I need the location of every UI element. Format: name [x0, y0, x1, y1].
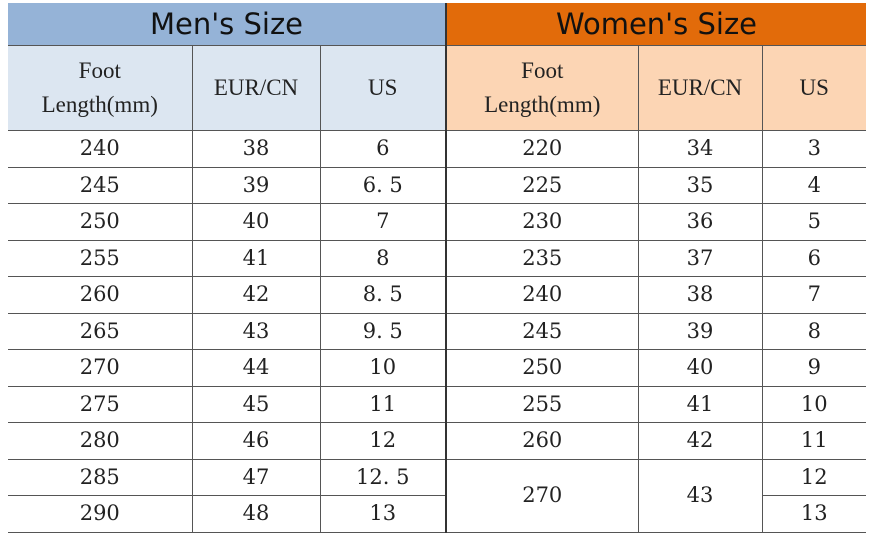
men-us-cell: 8	[319, 239, 447, 277]
table-row: 245 39 6. 5 225 35 4	[8, 166, 866, 204]
women-us-cell: 5	[761, 203, 866, 241]
men-eur-cell: 39	[191, 166, 321, 204]
women-eur-cell: 34	[637, 130, 763, 168]
men-us-cell: 12	[319, 422, 447, 460]
women-foot-length-cell: 270	[445, 458, 639, 533]
men-eur-cell: 38	[191, 130, 321, 168]
women-foot-length-cell: 245	[445, 312, 639, 350]
women-eur-cell: 37	[637, 239, 763, 277]
men-foot-length-cell: 245	[8, 166, 193, 204]
women-us-cell: 12	[761, 458, 866, 496]
men-foot-length-cell: 255	[8, 239, 193, 277]
women-eur-cell: 42	[637, 422, 763, 460]
women-eur-cell: 35	[637, 166, 763, 204]
women-foot-length-cell: 240	[445, 276, 639, 314]
men-foot-length-cell: 265	[8, 312, 193, 350]
header-line: Foot	[78, 58, 121, 83]
table-row: 260 42 8. 5 240 38 7	[8, 276, 866, 314]
men-eur-cell: 44	[191, 349, 321, 387]
table-row: 275 45 11 255 41 10	[8, 385, 866, 423]
header-line: Foot	[521, 58, 564, 83]
men-us-cell: 10	[319, 349, 447, 387]
men-foot-length-header: Foot Length(mm)	[8, 45, 193, 131]
women-us-cell: 6	[761, 239, 866, 277]
women-foot-length-cell: 225	[445, 166, 639, 204]
women-us-cell: 9	[761, 349, 866, 387]
women-us-cell: 8	[761, 312, 866, 350]
men-eur-cell: 40	[191, 203, 321, 241]
men-foot-length-cell: 285	[8, 458, 193, 496]
women-eur-cell: 36	[637, 203, 763, 241]
women-us-cell: 7	[761, 276, 866, 314]
women-eur-cell: 39	[637, 312, 763, 350]
men-us-cell: 12. 5	[319, 458, 447, 496]
table-row: 255 41 8 235 37 6	[8, 239, 866, 277]
women-foot-length-header: Foot Length(mm)	[445, 45, 639, 131]
women-eur-cell: 41	[637, 385, 763, 423]
women-eur-cell: 40	[637, 349, 763, 387]
men-us-cell: 7	[319, 203, 447, 241]
header-line: Length(mm)	[484, 92, 601, 117]
women-foot-length-cell: 220	[445, 130, 639, 168]
table-row: 265 43 9. 5 245 39 8	[8, 312, 866, 350]
women-eur-cell: 43	[637, 458, 763, 533]
men-foot-length-cell: 250	[8, 203, 193, 241]
header-line: Length(mm)	[41, 92, 158, 117]
men-us-cell: 6	[319, 130, 447, 168]
men-foot-length-cell: 270	[8, 349, 193, 387]
women-foot-length-cell: 260	[445, 422, 639, 460]
men-foot-length-cell: 280	[8, 422, 193, 460]
women-foot-length-cell: 235	[445, 239, 639, 277]
women-foot-length-cell: 230	[445, 203, 639, 241]
men-size-title: Men's Size	[8, 3, 447, 46]
women-eur-header: EUR/CN	[637, 45, 763, 131]
men-eur-cell: 41	[191, 239, 321, 277]
men-us-cell: 6. 5	[319, 166, 447, 204]
men-us-cell: 8. 5	[319, 276, 447, 314]
women-foot-length-cell: 255	[445, 385, 639, 423]
size-chart-table: Men's Size Women's Size Foot Length(mm) E…	[8, 3, 866, 533]
table-row: 290 48 13 13	[8, 495, 866, 533]
men-eur-cell: 46	[191, 422, 321, 460]
women-us-header: US	[761, 45, 866, 131]
women-us-cell: 11	[761, 422, 866, 460]
men-eur-cell: 45	[191, 385, 321, 423]
women-us-cell: 3	[761, 130, 866, 168]
table-row: 280 46 12 260 42 11	[8, 422, 866, 460]
men-eur-cell: 43	[191, 312, 321, 350]
table-row: 250 40 7 230 36 5	[8, 203, 866, 241]
table-row: 285 47 12. 5 270 43 12	[8, 458, 866, 533]
men-us-cell: 11	[319, 385, 447, 423]
men-eur-cell: 42	[191, 276, 321, 314]
men-eur-cell: 48	[191, 495, 321, 533]
women-us-cell: 13	[761, 495, 866, 533]
women-us-cell: 4	[761, 166, 866, 204]
men-foot-length-cell: 260	[8, 276, 193, 314]
men-eur-cell: 47	[191, 458, 321, 496]
women-size-title: Women's Size	[445, 3, 866, 46]
men-foot-length-cell: 240	[8, 130, 193, 168]
men-us-header: US	[319, 45, 447, 131]
men-foot-length-cell: 290	[8, 495, 193, 533]
men-us-cell: 9. 5	[319, 312, 447, 350]
men-eur-header: EUR/CN	[191, 45, 321, 131]
women-foot-length-cell: 250	[445, 349, 639, 387]
women-us-cell: 10	[761, 385, 866, 423]
men-foot-length-cell: 275	[8, 385, 193, 423]
men-us-cell: 13	[319, 495, 447, 533]
table-row: 270 44 10 250 40 9	[8, 349, 866, 387]
table-row: 240 38 6 220 34 3	[8, 130, 866, 168]
women-eur-cell: 38	[637, 276, 763, 314]
